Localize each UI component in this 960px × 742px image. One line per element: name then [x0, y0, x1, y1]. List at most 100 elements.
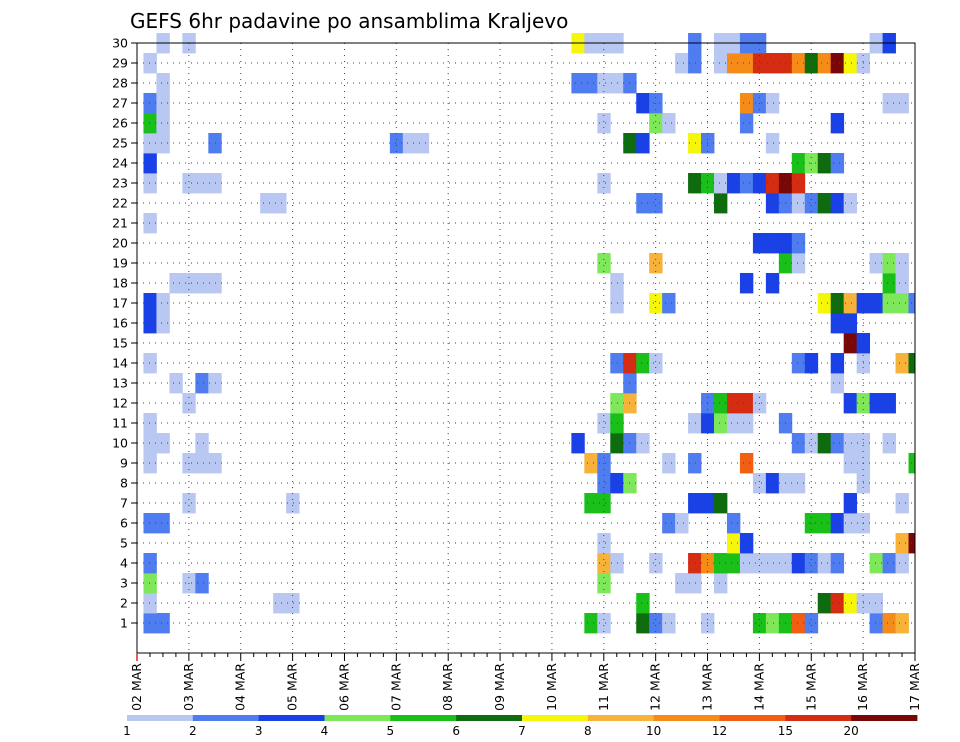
heatmap-cell: [882, 253, 896, 274]
x-tick-label: 07 MAR: [388, 663, 403, 711]
heatmap-cell: [739, 393, 754, 414]
heatmap-cell: [402, 133, 417, 154]
legend-label: 6: [452, 724, 460, 738]
heatmap-cell: [765, 93, 780, 114]
heatmap-cell: [636, 193, 650, 214]
heatmap-cell: [182, 493, 196, 514]
heatmap-cell: [610, 393, 624, 414]
heatmap-cell: [195, 573, 209, 594]
heatmap-cell: [714, 413, 728, 434]
heatmap-cell: [869, 293, 883, 314]
heatmap-cell: [143, 553, 157, 574]
heatmap-cell: [597, 73, 611, 94]
y-tick-label: 25: [112, 136, 128, 151]
heatmap-cell: [882, 393, 896, 414]
heatmap-cell: [895, 613, 909, 634]
heatmap-cell: [610, 293, 624, 314]
legend-label: 15: [778, 724, 793, 738]
heatmap-cell: [597, 113, 611, 134]
heatmap-cell: [143, 133, 157, 154]
heatmap-cell: [752, 233, 767, 254]
color-legend: 1 2 3 4 5 6 7 8 10 12 15 20: [123, 715, 918, 738]
heatmap-cell: [791, 173, 806, 194]
heatmap-cell: [726, 413, 741, 434]
heatmap-cell: [817, 153, 832, 174]
heatmap-cell: [752, 173, 767, 194]
heatmap-cell: [143, 593, 157, 614]
heatmap-cell: [156, 313, 170, 334]
heatmap-cell: [804, 433, 819, 454]
legend-swatch: [719, 715, 786, 721]
legend-label: 7: [518, 724, 526, 738]
heatmap-cell: [830, 353, 845, 374]
heatmap-cell: [765, 133, 780, 154]
heatmap-cell: [714, 553, 728, 574]
heatmap-cell: [895, 353, 909, 374]
heatmap-cell: [895, 93, 909, 114]
heatmap-cell: [882, 433, 896, 454]
heatmap-cell: [286, 493, 300, 514]
y-tick-label: 1: [120, 616, 128, 631]
legend-swatch: [587, 715, 655, 721]
heatmap-cell: [662, 613, 676, 634]
heatmap-cell: [843, 453, 858, 474]
legend-label: 4: [321, 724, 329, 738]
heatmap-cell: [675, 573, 689, 594]
y-tick-label: 7: [120, 496, 128, 511]
legend-swatch: [785, 715, 852, 721]
heatmap-cell: [714, 173, 728, 194]
heatmap-cell: [675, 53, 689, 74]
y-axis-ticks: 1234567891011121314151617181920212223242…: [112, 36, 137, 631]
heatmap-cell: [843, 193, 858, 214]
y-tick-label: 17: [112, 296, 128, 311]
heatmap-cell: [895, 273, 909, 294]
dotted-grid: [137, 42, 915, 653]
heatmap-cell: [791, 193, 806, 214]
x-tick-label: 17 MAR: [907, 663, 922, 711]
heatmap-cell: [195, 433, 209, 454]
heatmap-cell: [156, 133, 170, 154]
heatmap-cell: [830, 293, 845, 314]
heatmap-cell: [143, 173, 157, 194]
chart-title: GEFS 6hr padavine po ansamblima Kraljevo: [130, 9, 568, 33]
heatmap-cell: [765, 553, 780, 574]
y-tick-label: 16: [112, 316, 128, 331]
heatmap-cell: [662, 513, 676, 534]
heatmap-cell: [791, 353, 806, 374]
heatmap-cell: [143, 353, 157, 374]
heatmap-cell: [688, 453, 702, 474]
heatmap-cell: [843, 293, 858, 314]
heatmap-cell: [662, 453, 676, 474]
heatmap-cell: [143, 513, 157, 534]
heatmap-cell: [195, 173, 209, 194]
heatmap-cell: [143, 113, 157, 134]
heatmap-cell: [791, 473, 806, 494]
legend-label: 2: [189, 724, 197, 738]
x-tick-label: 11 MAR: [596, 663, 611, 711]
heatmap-cell: [830, 373, 845, 394]
heatmap-cell: [571, 433, 585, 454]
heatmap-cell: [649, 613, 663, 634]
heatmap-cell: [830, 113, 845, 134]
x-axis-ticks: 02 MAR 03 MAR 04 MAR 05 MAR 06 MAR 07 MAR 08 M…: [129, 653, 922, 711]
heatmap-cell: [688, 493, 702, 514]
heatmap-cell: [597, 253, 611, 274]
y-tick-label: 4: [120, 556, 128, 571]
heatmap-cell: [649, 193, 663, 214]
heatmap-cell: [726, 53, 741, 74]
heatmap-cell: [791, 53, 806, 74]
y-tick-label: 24: [112, 156, 128, 171]
heatmap-cell: [597, 413, 611, 434]
legend-label: 8: [584, 724, 592, 738]
heatmap-cell: [804, 353, 819, 374]
heatmap-cell: [649, 253, 663, 274]
heatmap-cell: [273, 193, 287, 214]
x-tick-label: 16 MAR: [855, 663, 870, 711]
heatmap-cell: [726, 393, 741, 414]
heatmap-cell: [584, 493, 598, 514]
heatmap-cell: [143, 93, 157, 114]
heatmap-cell: [156, 73, 170, 94]
heatmap-cell: [739, 173, 754, 194]
heatmap-cell: [143, 573, 157, 594]
heatmap-cell: [143, 413, 157, 434]
